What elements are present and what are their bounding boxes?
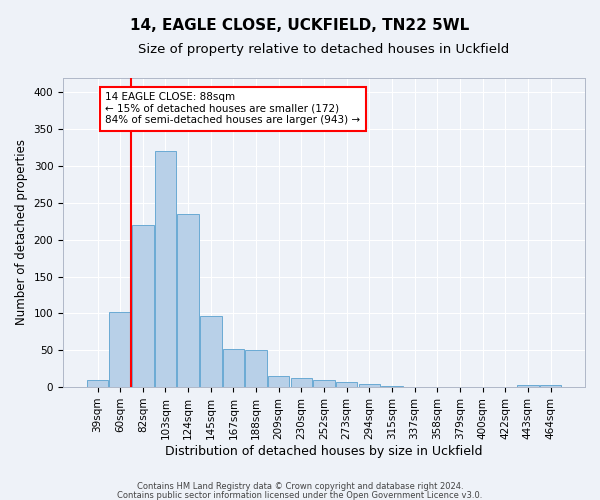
Bar xyxy=(381,386,403,387)
Bar xyxy=(178,214,199,387)
Bar xyxy=(336,382,358,387)
Bar xyxy=(109,312,131,387)
Text: Contains public sector information licensed under the Open Government Licence v3: Contains public sector information licen… xyxy=(118,490,482,500)
Bar xyxy=(290,378,312,387)
X-axis label: Distribution of detached houses by size in Uckfield: Distribution of detached houses by size … xyxy=(165,444,483,458)
Bar xyxy=(517,385,539,387)
Bar xyxy=(223,349,244,387)
Bar xyxy=(132,225,154,387)
Y-axis label: Number of detached properties: Number of detached properties xyxy=(15,140,28,326)
Bar xyxy=(359,384,380,387)
Bar xyxy=(268,376,289,387)
Bar xyxy=(245,350,267,387)
Title: Size of property relative to detached houses in Uckfield: Size of property relative to detached ho… xyxy=(139,42,509,56)
Bar xyxy=(200,316,221,387)
Text: Contains HM Land Registry data © Crown copyright and database right 2024.: Contains HM Land Registry data © Crown c… xyxy=(137,482,463,491)
Bar xyxy=(155,151,176,387)
Bar xyxy=(313,380,335,387)
Bar xyxy=(87,380,108,387)
Text: 14, EAGLE CLOSE, UCKFIELD, TN22 5WL: 14, EAGLE CLOSE, UCKFIELD, TN22 5WL xyxy=(130,18,470,32)
Text: 14 EAGLE CLOSE: 88sqm
← 15% of detached houses are smaller (172)
84% of semi-det: 14 EAGLE CLOSE: 88sqm ← 15% of detached … xyxy=(106,92,361,126)
Bar xyxy=(540,385,561,387)
